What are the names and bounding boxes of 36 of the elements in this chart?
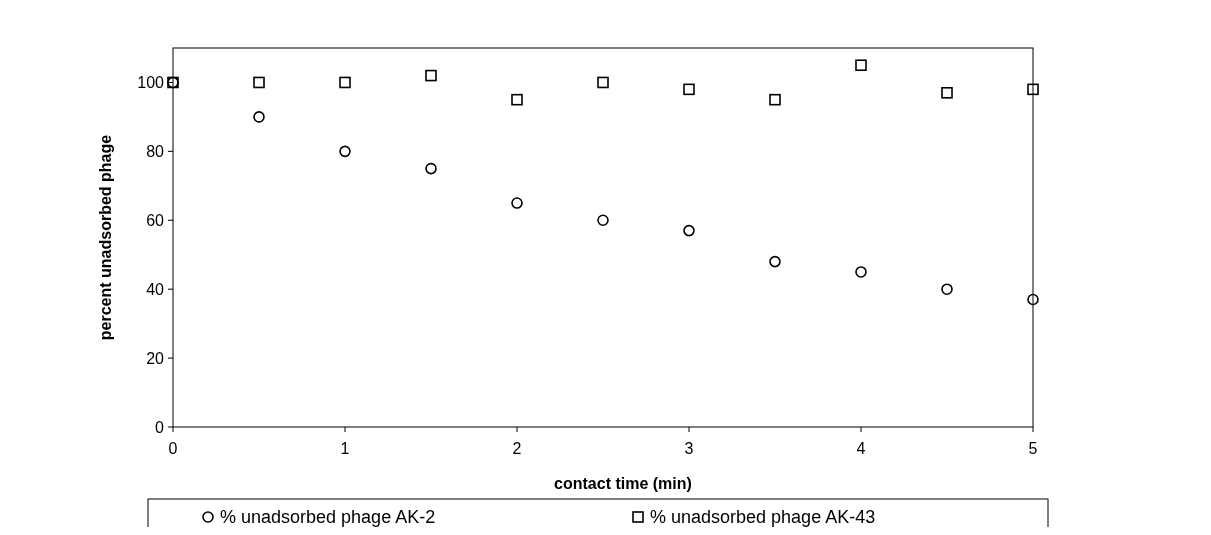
point xyxy=(511,93,523,106)
y-tick-label: 40 xyxy=(146,280,165,298)
point xyxy=(425,162,437,175)
y-axis-title: percent unadsorbed phage xyxy=(97,134,114,341)
point xyxy=(1027,293,1039,306)
point xyxy=(769,93,781,106)
point xyxy=(769,255,781,268)
x-tick-label: 5 xyxy=(1028,440,1038,457)
y-tick-label: 80 xyxy=(146,142,165,160)
point xyxy=(855,59,867,72)
x-axis-title: contact time (min) xyxy=(554,475,692,492)
point xyxy=(683,224,695,237)
x-tick-label: 4 xyxy=(856,440,866,457)
point xyxy=(941,86,953,99)
point xyxy=(511,197,523,209)
point xyxy=(253,111,265,123)
point xyxy=(683,83,695,96)
legend-label: % unadsorbed phage AK-43 xyxy=(650,507,876,528)
y-tick-label: 60 xyxy=(146,211,165,229)
x-tick-label: 3 xyxy=(684,440,694,457)
point xyxy=(1027,83,1039,96)
legend-label: % unadsorbed phage AK-2 xyxy=(220,507,436,528)
point xyxy=(941,283,953,295)
point xyxy=(253,76,265,89)
point xyxy=(425,69,437,82)
x-tick-label: 0 xyxy=(168,440,178,457)
x-tick-label: 1 xyxy=(340,440,350,457)
y-tick-label: 20 xyxy=(146,349,165,367)
y-tick-label: 100 xyxy=(137,74,165,92)
point xyxy=(597,214,609,227)
point xyxy=(339,76,351,89)
point xyxy=(855,266,867,278)
x-tick-label: 2 xyxy=(512,440,522,457)
point xyxy=(339,145,351,158)
y-tick-label: 0 xyxy=(155,418,165,436)
point xyxy=(597,76,609,89)
